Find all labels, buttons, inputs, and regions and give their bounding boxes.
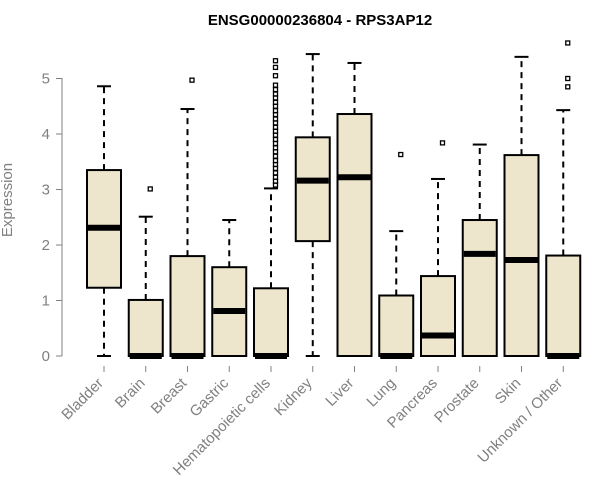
x-tick-label: Liver [322, 375, 357, 410]
y-axis-label: Expression [0, 163, 16, 237]
x-tick-label: Breast [148, 374, 191, 417]
x-tick-label: Skin [492, 375, 525, 408]
outlier-point [565, 40, 571, 46]
x-tick-label: Kidney [271, 374, 316, 419]
box-group [211, 219, 248, 358]
box-group [294, 53, 331, 357]
box-iqr [336, 113, 373, 357]
outlier-point [439, 140, 446, 146]
box-group [169, 77, 206, 359]
box-group [503, 55, 540, 357]
chart-title: ENSG00000236804 - RPS3AP12 [208, 12, 432, 29]
outlier-point [272, 64, 279, 71]
outlier-point [565, 75, 571, 82]
y-tick-label: 2 [42, 237, 50, 254]
x-tick-label: Brain [112, 375, 149, 412]
box-iqr [503, 154, 540, 357]
box-group [378, 151, 415, 359]
box-group [420, 140, 456, 357]
outlier-point [189, 77, 195, 83]
box-iqr [545, 254, 582, 357]
box-iqr [420, 275, 456, 357]
box-iqr [378, 294, 415, 358]
y-tick-label: 5 [42, 71, 50, 88]
outlier-point [272, 99, 279, 106]
y-tick-label: 1 [42, 293, 50, 310]
outlier-point [272, 82, 279, 88]
outlier-point [565, 84, 571, 90]
outlier-point [272, 174, 279, 180]
outlier-point [272, 86, 279, 93]
box-iqr [169, 255, 206, 358]
outlier-point [272, 153, 279, 159]
y-tick-label: 0 [42, 348, 50, 365]
outlier-point [272, 145, 279, 151]
x-tick-label: Lung [363, 375, 399, 411]
box-group [336, 61, 373, 357]
outlier-point [272, 136, 279, 143]
outlier-point [398, 151, 404, 158]
box-group [127, 186, 164, 359]
outlier-point [272, 73, 279, 79]
x-tick-label: Bladder [58, 375, 107, 424]
outlier-point [272, 170, 279, 176]
outlier-point [147, 186, 153, 192]
box-series [86, 40, 582, 359]
box-group [461, 143, 498, 357]
outlier-point [272, 116, 279, 122]
box-group [86, 85, 122, 357]
outlier-point [272, 58, 279, 64]
box-group [545, 40, 582, 359]
y-tick-label: 4 [42, 126, 50, 143]
outlier-point [272, 157, 279, 164]
outlier-point [272, 124, 279, 130]
box-iqr [461, 219, 498, 357]
x-tick-label: Prostate [431, 375, 483, 427]
y-axis-ticks: 0 1 2 3 4 5 [42, 71, 62, 365]
box-iqr [127, 298, 164, 358]
box-iqr [253, 287, 289, 358]
box-iqr [294, 136, 331, 243]
box-group [253, 58, 289, 359]
outlier-point [272, 108, 279, 114]
outlier-point [272, 91, 279, 97]
y-tick-label: 3 [42, 182, 50, 199]
